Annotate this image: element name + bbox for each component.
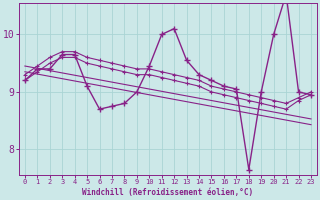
- X-axis label: Windchill (Refroidissement éolien,°C): Windchill (Refroidissement éolien,°C): [82, 188, 253, 197]
